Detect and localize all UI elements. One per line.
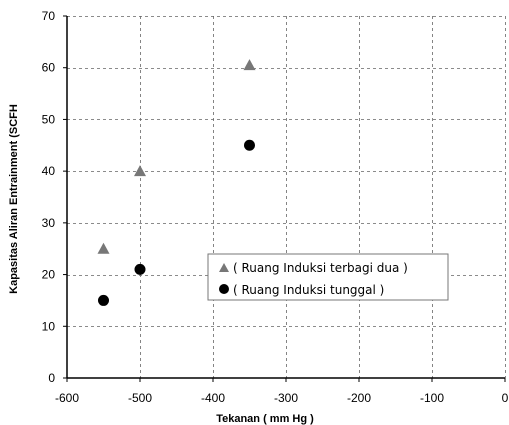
data-points — [97, 59, 256, 306]
x-tick-label: -600 — [55, 391, 79, 405]
tick-labels: -600 -500 -400 -300 -200 -100 0 0 10 20 30 40 50 60 70 — [42, 9, 509, 405]
x-tick-label: -500 — [128, 391, 152, 405]
y-tick-label: 10 — [42, 319, 56, 333]
y-tick-label: 20 — [42, 268, 56, 282]
data-point-circle — [244, 139, 255, 151]
legend-label-tunggal: ( Ruang Induksi tunggal ) — [233, 283, 384, 297]
y-tick-label: 0 — [48, 371, 55, 385]
legend-label-terbagi-dua: ( Ruang Induksi terbagi dua ) — [233, 261, 408, 275]
data-point-triangle — [243, 59, 256, 71]
y-tick-label: 50 — [42, 112, 56, 126]
data-point-circle — [134, 263, 146, 275]
data-point-triangle — [134, 165, 146, 177]
y-tick-label: 30 — [42, 216, 56, 230]
y-axis-title: Kapasitas Aliran Entrainment (SCFH — [8, 104, 20, 294]
y-tick-label: 60 — [42, 61, 56, 75]
legend-marker-circle — [219, 284, 229, 294]
x-tick-label: -300 — [274, 391, 298, 405]
gridlines — [67, 16, 506, 378]
x-tick-label: -100 — [420, 391, 444, 405]
legend-marker-triangle — [219, 263, 229, 272]
y-tick-label: 40 — [42, 164, 56, 178]
axes — [63, 15, 506, 382]
data-point-triangle — [97, 242, 110, 254]
x-tick-label: -400 — [201, 391, 225, 405]
y-tick-label: 70 — [42, 9, 56, 23]
legend: ( Ruang Induksi terbagi dua ) ( Ruang In… — [207, 253, 449, 301]
x-axis-title: Tekanan ( mm Hg ) — [216, 413, 314, 425]
x-tick-label: -200 — [347, 391, 371, 405]
x-tick-label: 0 — [502, 391, 509, 405]
data-point-circle — [98, 294, 109, 306]
legend-box — [207, 253, 449, 301]
